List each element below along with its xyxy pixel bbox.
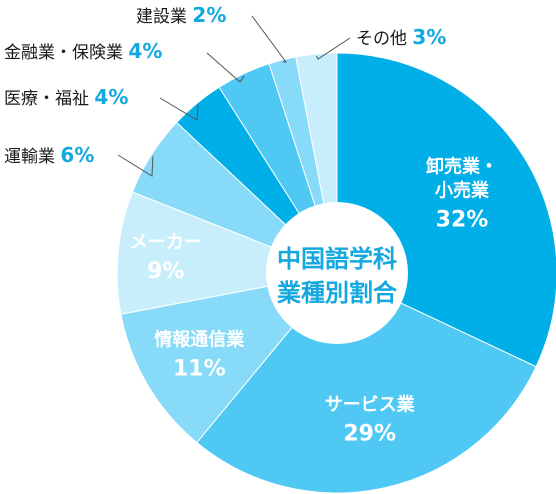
slice-1-label-line-1: 卸売業・ xyxy=(426,156,498,178)
slice-4-value-label: 9% xyxy=(147,259,184,284)
slice-7-leader-line xyxy=(206,52,245,83)
slice-9-label: その他 3% xyxy=(356,25,446,49)
slice-5-leader-line xyxy=(117,154,154,177)
slice-4-wedge xyxy=(116,191,339,315)
slice-6-leader-line xyxy=(159,97,199,121)
slice-9-leader-line xyxy=(316,37,351,60)
slice-4-label-line-1: メーカー xyxy=(130,232,202,253)
slice-6-value-label: 4% xyxy=(94,85,128,109)
slice-1-value-label: 32% xyxy=(436,208,489,233)
slice-5-label: 運輸業 6% xyxy=(4,143,94,167)
slice-5-category-text: 運輸業 xyxy=(4,147,60,167)
slice-8-label: 建設業 2% xyxy=(136,3,226,27)
slice-8-value-label: 2% xyxy=(192,3,226,27)
slice-7-value-label: 4% xyxy=(128,39,162,63)
slice-8-category-text: 建設業 xyxy=(136,7,192,27)
slice-3-value-label: 11% xyxy=(173,356,226,381)
slice-9-value-label: 3% xyxy=(412,25,446,49)
slice-7-category-text: 金融業・保険業 xyxy=(4,43,128,63)
slice-6-category-text: 医療・福祉 xyxy=(4,89,94,109)
slice-2-label-line-1: サービス業 xyxy=(325,393,416,415)
slice-3-label-line-1: 情報通信業 xyxy=(154,328,245,350)
slice-1-label-line-2: 小売業 xyxy=(435,180,490,202)
chart-title: 中国語学科業種別割合 xyxy=(277,245,398,307)
slice-6-label: 医療・福祉 4% xyxy=(4,85,128,109)
slice-5-value-label: 6% xyxy=(60,143,94,167)
chart-title-line-1: 中国語学科 xyxy=(277,245,397,273)
slice-7-label: 金融業・保険業 4% xyxy=(4,39,162,63)
leader-lines xyxy=(117,15,351,177)
slice-9-category-text: その他 xyxy=(356,29,412,49)
slice-labels: 卸売業・小売業 32% サービス業 29% 情報通信業 11% メーカー 9% 運輸業 6% 医療… xyxy=(4,3,498,446)
donut-hole xyxy=(266,202,408,344)
slice-2-value-label: 29% xyxy=(343,421,396,446)
slice-8-leader-line xyxy=(251,15,288,63)
slice-2-wedge xyxy=(196,272,537,494)
chart-title-line-2: 業種別割合 xyxy=(277,279,398,307)
